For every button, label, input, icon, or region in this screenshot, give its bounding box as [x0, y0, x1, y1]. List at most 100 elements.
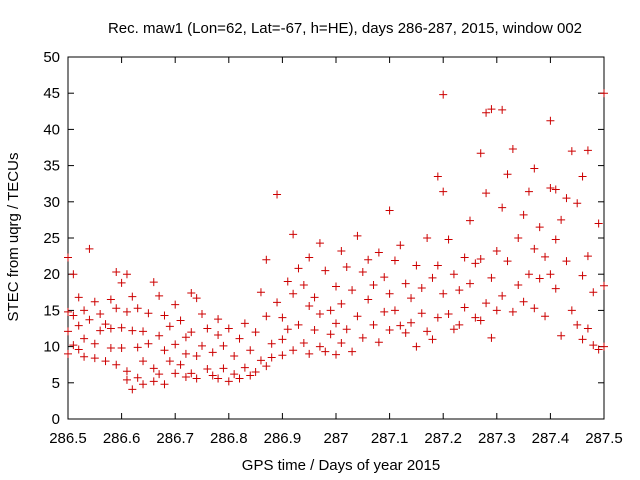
data-point	[589, 288, 598, 297]
data-point	[128, 385, 137, 394]
data-point	[278, 351, 287, 360]
data-point	[251, 328, 260, 337]
data-point	[74, 345, 83, 354]
data-point	[69, 341, 78, 350]
data-point	[348, 347, 357, 356]
data-point	[294, 320, 303, 329]
y-tick-label: 5	[52, 375, 60, 392]
data-point	[240, 319, 249, 328]
data-point	[487, 273, 496, 282]
data-point	[64, 327, 72, 336]
data-point	[444, 310, 453, 319]
x-tick-label: 287.4	[532, 430, 570, 447]
data-point	[187, 369, 196, 378]
data-point	[439, 187, 448, 196]
data-point	[492, 306, 501, 315]
data-point	[535, 223, 544, 232]
data-point	[519, 297, 528, 306]
data-point	[524, 187, 533, 196]
x-tick-label: 287	[323, 430, 348, 447]
x-tick-label: 286.8	[210, 430, 248, 447]
data-point	[353, 312, 362, 321]
data-point	[546, 270, 555, 279]
data-point	[578, 335, 587, 344]
data-point	[256, 356, 265, 365]
y-tick-label: 30	[43, 194, 60, 211]
data-point	[278, 335, 287, 344]
data-point	[235, 334, 244, 343]
data-point	[267, 339, 276, 348]
data-point	[85, 315, 94, 324]
data-point	[289, 346, 298, 355]
data-point	[380, 307, 389, 316]
data-point	[476, 149, 485, 158]
data-point	[337, 247, 346, 256]
data-point	[374, 338, 383, 347]
data-point	[133, 304, 142, 313]
data-point	[69, 311, 78, 320]
data-point	[374, 248, 383, 257]
data-point	[80, 352, 89, 361]
data-point	[117, 323, 126, 332]
data-point	[600, 342, 608, 351]
data-points	[64, 89, 608, 394]
data-point	[433, 172, 442, 181]
data-point	[439, 90, 448, 99]
data-point	[149, 278, 158, 287]
data-point	[428, 335, 437, 344]
data-point	[224, 324, 233, 333]
data-point	[149, 377, 158, 386]
data-point	[364, 295, 373, 304]
x-tick-label: 287.1	[371, 430, 409, 447]
data-point	[444, 235, 453, 244]
data-point	[214, 315, 223, 324]
data-point	[337, 299, 346, 308]
data-point	[466, 216, 474, 225]
data-point	[364, 255, 373, 264]
data-point	[117, 344, 126, 353]
data-point	[181, 373, 190, 382]
data-point	[385, 325, 394, 334]
data-point	[573, 199, 582, 208]
data-point	[64, 253, 72, 262]
data-point	[471, 259, 480, 268]
data-point	[192, 352, 201, 361]
data-point	[176, 360, 185, 369]
data-point	[369, 320, 378, 329]
data-point	[187, 328, 196, 337]
data-point	[471, 313, 480, 322]
data-point	[530, 244, 539, 253]
data-point	[294, 264, 303, 273]
data-point	[283, 277, 292, 286]
data-point	[96, 310, 105, 319]
data-point	[203, 324, 212, 333]
data-point	[198, 310, 206, 319]
data-point	[96, 326, 105, 335]
data-point	[305, 349, 314, 358]
data-point	[310, 325, 319, 334]
data-point	[530, 164, 539, 173]
data-point	[342, 262, 351, 271]
data-point	[353, 231, 362, 240]
data-point	[326, 330, 335, 339]
data-point	[390, 306, 399, 315]
data-point	[165, 322, 174, 331]
data-point	[492, 247, 501, 256]
data-point	[551, 235, 560, 244]
data-point	[203, 365, 212, 374]
data-point	[144, 339, 153, 348]
data-point	[583, 324, 592, 333]
data-point	[439, 289, 448, 298]
data-point	[401, 328, 410, 337]
data-point	[69, 270, 78, 279]
y-tick-label: 0	[52, 411, 60, 428]
data-point	[417, 283, 426, 292]
y-tick-label: 20	[43, 266, 60, 283]
data-point	[133, 343, 142, 352]
data-point	[214, 374, 223, 383]
data-point	[326, 306, 335, 315]
data-point	[358, 268, 367, 277]
data-point	[503, 170, 512, 179]
data-point	[198, 341, 206, 350]
data-point	[192, 294, 201, 303]
